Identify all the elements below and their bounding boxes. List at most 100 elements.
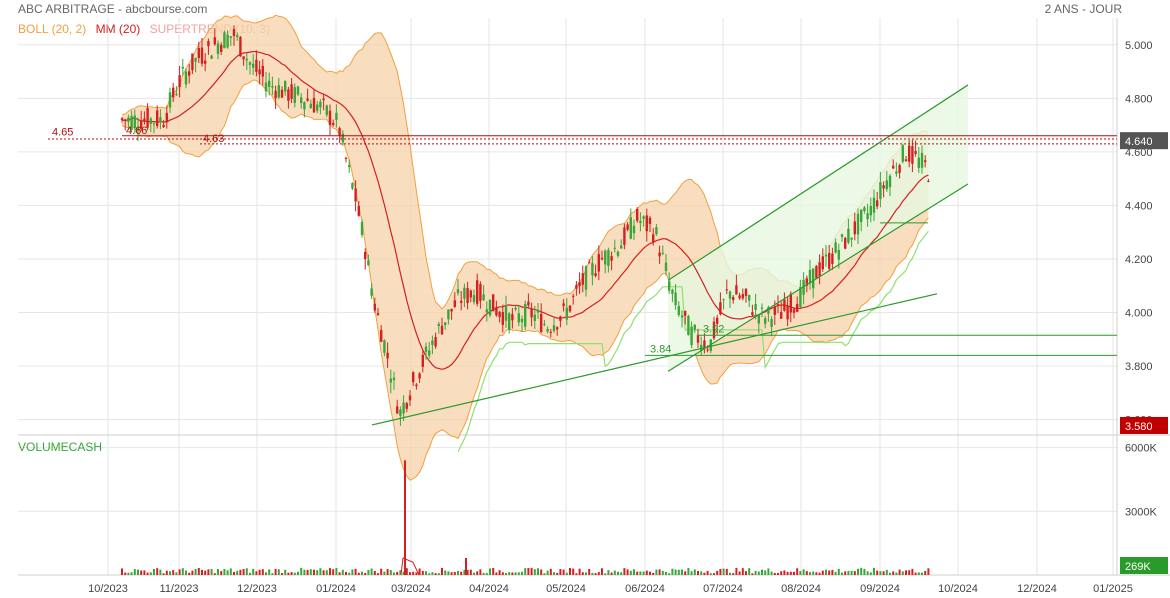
volume-bar: [863, 568, 866, 575]
candle-body: [258, 69, 261, 75]
candle-body: [207, 41, 210, 47]
candle-body: [440, 325, 444, 335]
volume-bar: [300, 567, 303, 575]
candle-body: [600, 257, 604, 260]
candle-body: [242, 56, 245, 60]
volume-bar: [821, 570, 824, 575]
volume-bar: [412, 571, 415, 575]
volume-bar: [146, 572, 149, 575]
volume-bar: [629, 570, 632, 575]
volume-bar: [597, 572, 600, 575]
candle-body: [623, 227, 626, 245]
volume-bar: [156, 568, 159, 575]
candle-body: [360, 221, 364, 236]
candle-body: [668, 281, 671, 291]
candle-body: [415, 384, 418, 387]
volume-bar: [229, 568, 232, 575]
volume-bar: [277, 569, 280, 575]
volume-bar: [873, 567, 875, 575]
candle-body: [261, 65, 264, 77]
candle-body: [575, 284, 578, 289]
volume-bar: [220, 571, 223, 575]
volume-bar: [793, 571, 795, 575]
volume-bar: [706, 570, 709, 575]
candle-body: [402, 402, 405, 414]
candle-body: [223, 32, 226, 49]
candle-body: [277, 85, 280, 98]
volume-bar: [857, 568, 859, 575]
candle-body: [428, 350, 431, 356]
candle-body: [610, 256, 613, 261]
candle-body: [927, 180, 930, 182]
x-tick-label: 05/2024: [546, 583, 586, 595]
candle-body: [904, 159, 908, 162]
volume-bar: [905, 570, 907, 575]
candle-body: [367, 260, 370, 266]
candle-body: [831, 253, 834, 264]
legend-boll[interactable]: BOLL (20, 2): [18, 22, 87, 36]
volume-bar: [508, 572, 511, 575]
x-tick-label: 03/2024: [391, 583, 431, 595]
volume-bar: [594, 573, 597, 575]
volume-bar: [405, 568, 408, 575]
volume-bar: [284, 569, 287, 575]
candle-body: [808, 269, 812, 284]
candle-body: [280, 89, 284, 98]
candle-body: [629, 217, 632, 239]
candle-body: [344, 157, 348, 159]
candle-body: [383, 340, 386, 353]
candle-body: [508, 313, 511, 331]
period-label[interactable]: 2 ANS - JOUR: [1044, 2, 1122, 16]
volume-bar: [876, 570, 879, 575]
volume-bar: [489, 568, 491, 575]
volume-bar: [130, 572, 133, 575]
supertrend: [457, 231, 929, 453]
candle-body: [876, 200, 879, 207]
candle-body: [264, 82, 268, 92]
volume-bar: [447, 571, 450, 575]
resistance-lines: [48, 135, 1117, 145]
volume-bar: [924, 570, 927, 575]
candle-body: [213, 37, 216, 45]
volume-bar: [165, 570, 168, 575]
candle-body: [156, 110, 159, 127]
candle-body: [527, 301, 530, 306]
volume-bar: [143, 570, 146, 575]
candle-body: [236, 35, 239, 38]
candle-body: [786, 305, 789, 320]
candle-body: [341, 133, 344, 143]
candle-body: [639, 220, 642, 224]
candle-body: [696, 334, 700, 343]
candle-body: [396, 406, 399, 414]
volume-bar: [546, 570, 549, 575]
volume-bar: [601, 568, 603, 575]
volume-bar: [361, 571, 363, 575]
candle-body: [284, 80, 287, 92]
legend-mm[interactable]: MM (20): [95, 22, 141, 36]
volume-bar: [319, 568, 322, 575]
candle-body: [642, 216, 645, 219]
volume-bar: [738, 571, 741, 575]
candle-body: [626, 224, 629, 230]
volume-bar: [367, 569, 370, 575]
volume-bar: [914, 572, 917, 575]
candle-body: [594, 273, 597, 276]
support-trendline: [371, 293, 938, 426]
volume-bar: [620, 572, 623, 575]
volume-bar: [329, 568, 331, 575]
volume-bar: [137, 569, 139, 575]
candle-body: [268, 80, 271, 87]
volume-bar: [217, 569, 219, 575]
low-price-tag: [1120, 416, 1168, 434]
volume-bar: [466, 569, 469, 575]
volume-bar: [351, 569, 354, 575]
volume-bar: [885, 569, 888, 575]
channel-top-line: [667, 84, 969, 281]
candle-body: [165, 112, 168, 122]
candle-body: [898, 165, 901, 173]
volume-bar: [812, 571, 815, 575]
candle-body: [306, 98, 309, 101]
candle-body: [556, 327, 559, 330]
candle-body: [309, 103, 312, 109]
